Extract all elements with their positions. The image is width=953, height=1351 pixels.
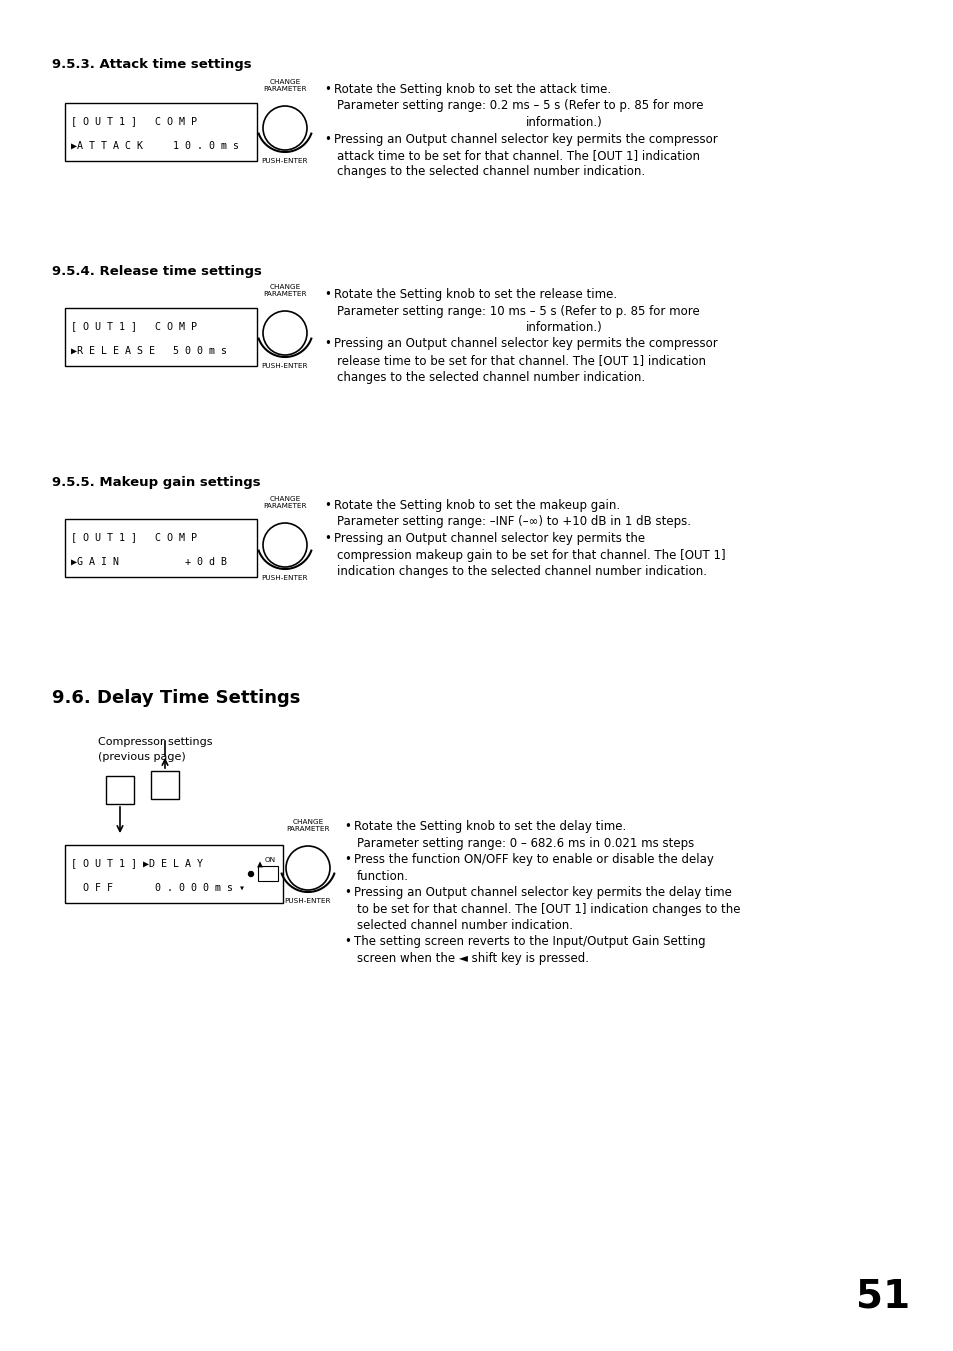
Text: Pressing an Output channel selector key permits the compressor: Pressing an Output channel selector key …: [334, 132, 717, 146]
Text: ON: ON: [264, 857, 275, 863]
Text: 9.6. Delay Time Settings: 9.6. Delay Time Settings: [52, 689, 300, 707]
Text: Pressing an Output channel selector key permits the compressor: Pressing an Output channel selector key …: [334, 338, 717, 350]
Text: •: •: [324, 499, 331, 512]
Text: •: •: [324, 132, 331, 146]
Text: Pressing an Output channel selector key permits the delay time: Pressing an Output channel selector key …: [354, 886, 731, 898]
Text: information.): information.): [525, 116, 601, 128]
Text: Compressor settings: Compressor settings: [98, 738, 213, 747]
Text: Rotate the Setting knob to set the makeup gain.: Rotate the Setting knob to set the makeu…: [334, 499, 619, 512]
Text: Parameter setting range: 0.2 ms – 5 s (Refer to p. 85 for more: Parameter setting range: 0.2 ms – 5 s (R…: [336, 100, 702, 112]
Text: attack time to be set for that channel. The [OUT 1] indication: attack time to be set for that channel. …: [336, 149, 700, 162]
Text: [ O U T 1 ]   C O M P: [ O U T 1 ] C O M P: [71, 116, 196, 127]
Bar: [65, 308, 256, 366]
Text: Pressing an Output channel selector key permits the: Pressing an Output channel selector key …: [334, 532, 644, 544]
Text: •: •: [344, 886, 351, 898]
Text: •: •: [324, 82, 331, 96]
Circle shape: [263, 523, 307, 567]
Text: •: •: [344, 820, 351, 834]
Text: (previous page): (previous page): [98, 753, 186, 762]
Text: PUSH-ENTER: PUSH-ENTER: [284, 898, 331, 904]
Text: The setting screen reverts to the Input/Output Gain Setting: The setting screen reverts to the Input/…: [354, 935, 705, 948]
Text: •: •: [344, 935, 351, 948]
Text: screen when the ◄ shift key is pressed.: screen when the ◄ shift key is pressed.: [356, 952, 588, 965]
Text: Rotate the Setting knob to set the release time.: Rotate the Setting knob to set the relea…: [334, 288, 617, 301]
Text: Rotate the Setting knob to set the attack time.: Rotate the Setting knob to set the attac…: [334, 82, 611, 96]
Text: Parameter setting range: –INF (–∞) to +10 dB in 1 dB steps.: Parameter setting range: –INF (–∞) to +1…: [336, 516, 690, 528]
Text: •: •: [324, 288, 331, 301]
Bar: [65, 844, 283, 902]
Text: to be set for that channel. The [OUT 1] indication changes to the: to be set for that channel. The [OUT 1] …: [356, 902, 740, 916]
Circle shape: [263, 105, 307, 150]
Bar: [257, 866, 277, 881]
Circle shape: [286, 846, 330, 890]
Text: changes to the selected channel number indication.: changes to the selected channel number i…: [336, 370, 644, 384]
Text: release time to be set for that channel. The [OUT 1] indication: release time to be set for that channel.…: [336, 354, 705, 367]
Text: Press the function ON/OFF key to enable or disable the delay: Press the function ON/OFF key to enable …: [354, 852, 713, 866]
Text: 9.5.5. Makeup gain settings: 9.5.5. Makeup gain settings: [52, 476, 260, 489]
Text: 9.5.3. Attack time settings: 9.5.3. Attack time settings: [52, 58, 252, 72]
Text: [ O U T 1 ]   C O M P: [ O U T 1 ] C O M P: [71, 532, 196, 543]
Text: Parameter setting range: 10 ms – 5 s (Refer to p. 85 for more: Parameter setting range: 10 ms – 5 s (Re…: [336, 304, 699, 317]
Text: CHANGE
PARAMETER: CHANGE PARAMETER: [263, 284, 307, 297]
Text: selected channel number indication.: selected channel number indication.: [356, 919, 573, 932]
Text: compression makeup gain to be set for that channel. The [OUT 1]: compression makeup gain to be set for th…: [336, 549, 725, 562]
Text: •: •: [324, 338, 331, 350]
Text: Rotate the Setting knob to set the delay time.: Rotate the Setting knob to set the delay…: [354, 820, 625, 834]
Text: 9.5.4. Release time settings: 9.5.4. Release time settings: [52, 265, 262, 278]
Text: Parameter setting range: 0 – 682.6 ms in 0.021 ms steps: Parameter setting range: 0 – 682.6 ms in…: [356, 836, 694, 850]
Text: PUSH-ENTER: PUSH-ENTER: [261, 158, 308, 163]
Bar: [65, 103, 256, 161]
Text: O F F       0 . 0 0 0 m s ▾: O F F 0 . 0 0 0 m s ▾: [71, 884, 245, 893]
Text: PUSH-ENTER: PUSH-ENTER: [261, 576, 308, 581]
Bar: [65, 519, 256, 577]
Text: information.): information.): [525, 322, 601, 334]
Text: indication changes to the selected channel number indication.: indication changes to the selected chann…: [336, 565, 706, 578]
Text: ▶R E L E A S E   5 0 0 m s: ▶R E L E A S E 5 0 0 m s: [71, 346, 227, 355]
Text: CHANGE
PARAMETER: CHANGE PARAMETER: [263, 78, 307, 92]
Text: [ O U T 1 ]   C O M P: [ O U T 1 ] C O M P: [71, 322, 196, 331]
Circle shape: [263, 311, 307, 355]
Text: ▶A T T A C K     1 0 . 0 m s: ▶A T T A C K 1 0 . 0 m s: [71, 141, 239, 151]
Text: CHANGE
PARAMETER: CHANGE PARAMETER: [286, 819, 330, 832]
Text: CHANGE
PARAMETER: CHANGE PARAMETER: [263, 496, 307, 509]
Bar: [151, 771, 179, 798]
Text: 51: 51: [855, 1278, 909, 1316]
Bar: [106, 775, 133, 804]
Text: changes to the selected channel number indication.: changes to the selected channel number i…: [336, 166, 644, 178]
Circle shape: [248, 871, 253, 877]
Text: function.: function.: [356, 870, 409, 882]
Text: ▶G A I N           + 0 d B: ▶G A I N + 0 d B: [71, 557, 227, 567]
Text: PUSH-ENTER: PUSH-ENTER: [261, 363, 308, 369]
Text: •: •: [324, 532, 331, 544]
Text: [ O U T 1 ] ▶D E L A Y         ▲: [ O U T 1 ] ▶D E L A Y ▲: [71, 858, 263, 869]
Text: •: •: [344, 852, 351, 866]
